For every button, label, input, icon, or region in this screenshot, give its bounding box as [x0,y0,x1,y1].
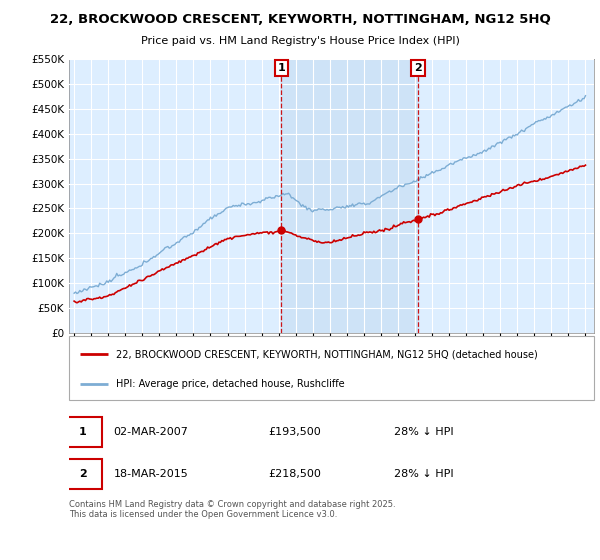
FancyBboxPatch shape [69,336,594,400]
Text: £193,500: £193,500 [269,427,321,437]
Text: 2: 2 [414,63,422,73]
Text: 22, BROCKWOOD CRESCENT, KEYWORTH, NOTTINGHAM, NG12 5HQ: 22, BROCKWOOD CRESCENT, KEYWORTH, NOTTIN… [50,13,550,26]
FancyBboxPatch shape [64,459,101,489]
Text: HPI: Average price, detached house, Rushcliffe: HPI: Average price, detached house, Rush… [116,379,345,389]
FancyBboxPatch shape [64,417,101,447]
Bar [281,59,418,333]
Text: 28% ↓ HPI: 28% ↓ HPI [395,427,454,437]
Text: 1: 1 [79,427,86,437]
Text: 2: 2 [79,469,86,479]
Text: 18-MAR-2015: 18-MAR-2015 [113,469,188,479]
Text: Contains HM Land Registry data © Crown copyright and database right 2025.
This d: Contains HM Land Registry data © Crown c… [69,500,395,519]
Text: 28% ↓ HPI: 28% ↓ HPI [395,469,454,479]
Text: Price paid vs. HM Land Registry's House Price Index (HPI): Price paid vs. HM Land Registry's House … [140,36,460,46]
Text: 02-MAR-2007: 02-MAR-2007 [113,427,188,437]
Text: 1: 1 [278,63,286,73]
Text: £218,500: £218,500 [269,469,322,479]
Text: 22, BROCKWOOD CRESCENT, KEYWORTH, NOTTINGHAM, NG12 5HQ (detached house): 22, BROCKWOOD CRESCENT, KEYWORTH, NOTTIN… [116,349,538,359]
